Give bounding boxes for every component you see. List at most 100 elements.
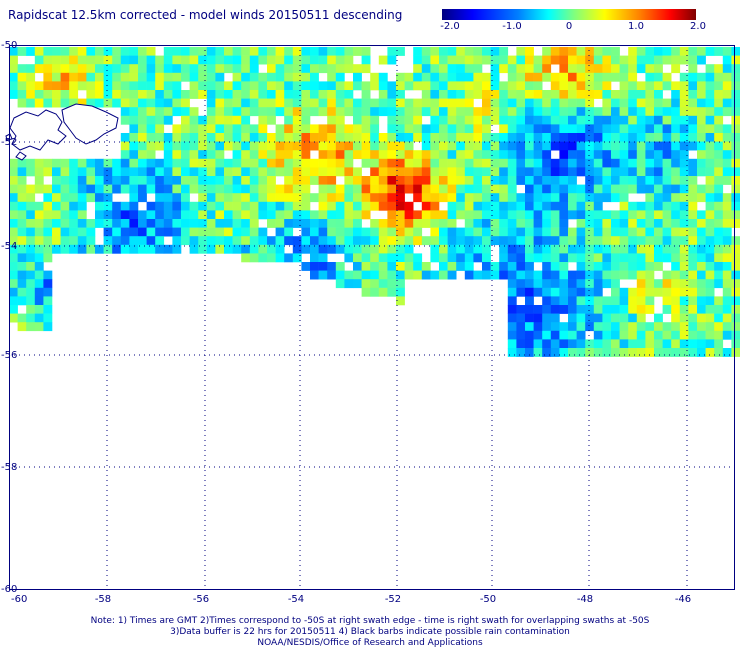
- wind-cell: [52, 64, 61, 74]
- wind-cell: [507, 55, 517, 65]
- wind-cell: [697, 219, 706, 228]
- wind-cell: [387, 167, 397, 177]
- wind-cell: [447, 81, 457, 91]
- wind-cell: [671, 64, 681, 74]
- wind-cell: [215, 72, 225, 82]
- wind-cell: [9, 90, 18, 99]
- wind-cell: [611, 47, 620, 56]
- wind-cell: [69, 72, 79, 82]
- wind-cell: [267, 141, 276, 151]
- wind-cell: [112, 227, 122, 237]
- wind-cell: [146, 150, 156, 160]
- wind-cell: [361, 210, 371, 220]
- wind-cell: [731, 47, 740, 56]
- wind-cell: [679, 227, 689, 237]
- wind-cell: [60, 201, 70, 211]
- wind-cell: [318, 133, 328, 142]
- wind-cell: [335, 193, 345, 203]
- wind-cell: [714, 64, 724, 74]
- wind-cell: [198, 236, 208, 246]
- wind-cell: [215, 167, 225, 177]
- wind-cell: [387, 287, 397, 297]
- wind-cell: [697, 253, 706, 263]
- wind-cell: [671, 270, 681, 280]
- wind-cell: [662, 98, 672, 108]
- wind-cell: [585, 253, 595, 263]
- wind-cell: [301, 64, 311, 74]
- wind-cell: [163, 210, 173, 220]
- wind-cell: [697, 124, 706, 134]
- wind-cell: [585, 201, 595, 211]
- wind-cell: [241, 107, 251, 117]
- wind-cell: [602, 262, 612, 271]
- wind-cell: [697, 279, 706, 289]
- wind-cell: [533, 115, 543, 125]
- wind-cell: [559, 348, 569, 357]
- wind-cell: [490, 236, 500, 246]
- wind-cell: [628, 210, 638, 220]
- wind-cell: [232, 133, 242, 142]
- wind-cell: [585, 176, 595, 185]
- wind-cell: [103, 236, 113, 246]
- wind-cell: [249, 141, 259, 151]
- wind-cell: [52, 193, 61, 203]
- wind-cell: [542, 167, 552, 177]
- wind-cell: [9, 296, 18, 306]
- wind-cell: [327, 124, 337, 134]
- wind-cell: [585, 322, 595, 332]
- wind-cell: [103, 72, 113, 82]
- wind-cell: [447, 236, 457, 246]
- wind-cell: [456, 227, 466, 237]
- wind-cell: [550, 270, 560, 280]
- wind-cell: [181, 90, 190, 99]
- wind-cell: [292, 150, 302, 160]
- wind-cell: [387, 219, 397, 228]
- wind-cell: [138, 184, 147, 194]
- wind-cell: [645, 124, 655, 134]
- wind-cell: [619, 287, 629, 297]
- wind-cell: [378, 141, 388, 151]
- wind-cell: [421, 219, 431, 228]
- wind-cell: [189, 210, 199, 220]
- wind-cell: [387, 81, 397, 91]
- wind-cell: [224, 210, 233, 220]
- wind-cell: [636, 47, 646, 56]
- wind-cell: [52, 176, 61, 185]
- wind-cell: [662, 253, 672, 263]
- wind-cell: [559, 227, 569, 237]
- wind-cell: [619, 184, 629, 194]
- wind-cell: [301, 184, 311, 194]
- wind-cell: [430, 107, 440, 117]
- wind-cell: [628, 64, 638, 74]
- wind-cell: [473, 90, 483, 99]
- wind-cell: [224, 184, 233, 194]
- wind-cell: [26, 313, 36, 323]
- wind-cell: [60, 236, 70, 246]
- wind-cell: [619, 133, 629, 142]
- wind-cell: [86, 64, 96, 74]
- wind-cell: [292, 90, 302, 99]
- wind-cell: [215, 98, 225, 108]
- wind-cell: [292, 253, 302, 263]
- wind-cell: [602, 244, 612, 254]
- wind-cell: [654, 47, 663, 56]
- wind-cell: [654, 167, 663, 177]
- wind-cell: [267, 236, 276, 246]
- wind-cell: [679, 150, 689, 160]
- wind-cell: [421, 107, 431, 117]
- wind-cell: [447, 158, 457, 168]
- wind-cell: [688, 339, 698, 349]
- wind-cell: [26, 90, 36, 99]
- latitude-label: -58: [1, 462, 17, 473]
- wind-cell: [370, 262, 380, 271]
- wind-cell: [370, 227, 380, 237]
- wind-cell: [26, 253, 36, 263]
- wind-cell: [43, 184, 53, 194]
- wind-cell: [163, 47, 173, 56]
- wind-cell: [542, 64, 552, 74]
- wind-cell: [611, 313, 620, 323]
- wind-cell: [559, 150, 569, 160]
- wind-cell: [611, 322, 620, 332]
- wind-cell: [499, 98, 509, 108]
- wind-cell: [344, 184, 354, 194]
